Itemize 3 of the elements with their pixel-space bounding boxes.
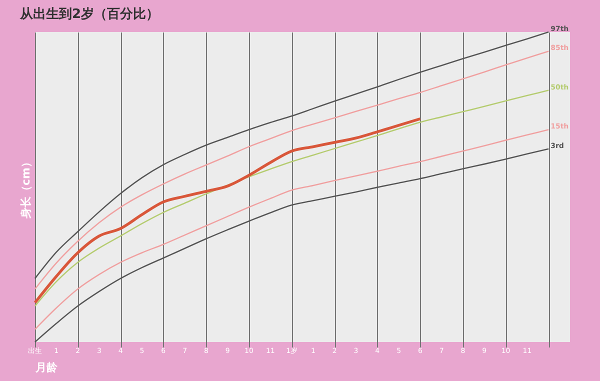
y-axis-title: 身长（cm） bbox=[20, 156, 32, 220]
x-axis-title: 月龄 bbox=[34, 361, 58, 374]
chart-title: 从出生到2岁（百分比） bbox=[19, 7, 160, 22]
